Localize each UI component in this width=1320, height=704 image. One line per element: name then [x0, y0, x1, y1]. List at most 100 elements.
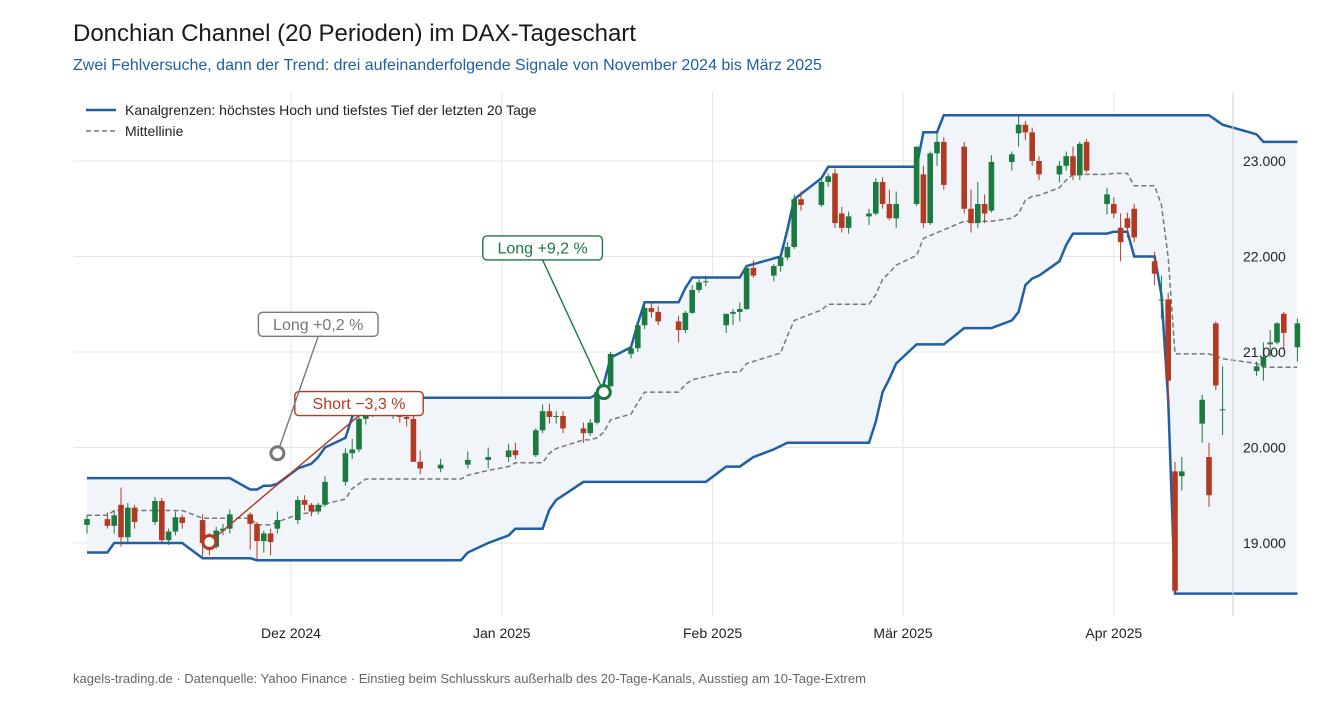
candle-body [403, 416, 410, 419]
candle-body [968, 208, 974, 224]
candle [791, 194, 797, 249]
signal-label-box [257, 311, 379, 338]
candle [703, 275, 709, 287]
candle [641, 304, 648, 330]
candle-body [301, 500, 308, 505]
candle [845, 211, 852, 234]
candle-body [1104, 194, 1110, 204]
candle-body [247, 514, 253, 524]
candle [1294, 318, 1301, 362]
candle-body [1274, 323, 1280, 343]
candle [886, 189, 893, 221]
candle-body [1158, 299, 1165, 301]
candle-body [417, 461, 423, 469]
lower-band-line [87, 230, 1298, 595]
candle [1029, 127, 1035, 166]
candle-body [152, 500, 158, 522]
candle [1267, 330, 1273, 357]
candle-body [553, 415, 559, 417]
candle [1206, 442, 1212, 507]
candle [839, 206, 845, 233]
candle [988, 155, 995, 213]
candle-body [1117, 227, 1124, 243]
candle [873, 178, 879, 216]
candle-body [655, 311, 661, 322]
legend-band-label: Kanalgrenzen: höchstes Hoch und tiefstes… [125, 102, 537, 118]
candle [934, 132, 940, 166]
candle-body [873, 182, 879, 214]
candle [723, 313, 729, 333]
candle [1281, 311, 1287, 350]
candle-body [832, 173, 838, 224]
candle-body [975, 203, 981, 224]
candle [410, 409, 417, 462]
candle [125, 502, 131, 543]
candle [1199, 394, 1205, 443]
candle-body [1022, 124, 1029, 133]
candle-body [172, 517, 179, 532]
candle-body [750, 267, 757, 276]
candle-body [675, 321, 682, 331]
candle [546, 403, 553, 424]
candle [342, 448, 349, 486]
candle-body [777, 257, 784, 267]
candle-body [1015, 124, 1022, 134]
candle-body [961, 146, 967, 209]
candle [349, 438, 355, 459]
candle-body [682, 312, 689, 331]
candle-body [607, 353, 614, 387]
candle [648, 302, 655, 318]
candle [295, 496, 301, 524]
candle-body [1063, 156, 1069, 166]
candle-body [737, 309, 743, 312]
candle-body [839, 213, 845, 228]
signal-marker [269, 445, 286, 462]
candle-body [104, 519, 111, 526]
candle-body [723, 313, 729, 326]
candle [104, 512, 111, 529]
candle-body [1172, 471, 1178, 591]
signal-long_small: Long +0,2 % [257, 311, 379, 462]
chart-subtitle: Zwei Fehlversuche, dann der Trend: drei … [73, 57, 822, 74]
candle-body [587, 422, 593, 434]
candle-body [254, 523, 260, 542]
candle-body [1111, 203, 1117, 214]
candle [675, 315, 682, 343]
signal-label: Long +9,2 % [497, 240, 587, 257]
candle-body [118, 504, 124, 538]
candle-body [111, 515, 117, 526]
candle [1124, 212, 1131, 238]
candle-body [533, 430, 539, 456]
candle [274, 511, 281, 534]
candle [560, 411, 566, 434]
candle-body [1077, 143, 1083, 176]
candle [784, 242, 791, 261]
candle [417, 450, 423, 475]
candle-body [546, 411, 553, 417]
candle [553, 411, 559, 424]
candle-body [1281, 313, 1287, 333]
candle [1056, 161, 1063, 183]
candle [227, 509, 233, 534]
candle-body [159, 500, 165, 541]
candle [152, 497, 158, 525]
candle-body [689, 289, 695, 313]
candle [308, 502, 315, 517]
legend: Kanalgrenzen: höchstes Hoch und tiefstes… [86, 102, 537, 139]
candle [1131, 203, 1137, 243]
candle [220, 523, 226, 536]
candle [961, 141, 967, 214]
candle-body [743, 267, 750, 310]
candle-body [179, 517, 185, 523]
candle-body [635, 325, 641, 349]
candle [1009, 151, 1015, 171]
candle [1165, 292, 1171, 405]
candle [1213, 321, 1219, 391]
candle [1179, 457, 1185, 491]
candle-body [356, 418, 362, 450]
candle-body [784, 246, 791, 258]
candle [512, 442, 519, 459]
candle [1063, 151, 1069, 171]
candle [798, 191, 804, 211]
